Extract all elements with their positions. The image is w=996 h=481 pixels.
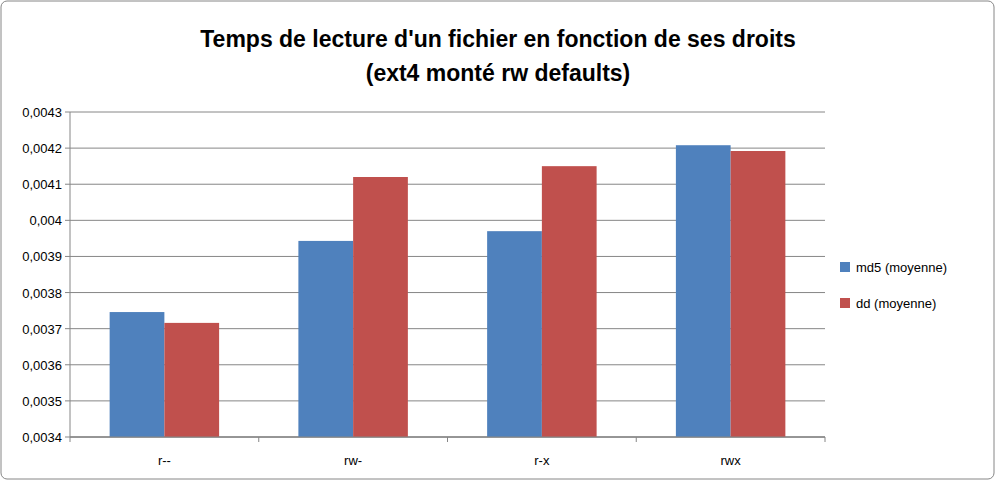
tick-mark [65, 184, 70, 185]
category-tick [258, 437, 259, 442]
tick-label: 0,0035 [22, 394, 62, 409]
category-tick [825, 437, 826, 442]
category-tick [636, 437, 637, 442]
tick-label: 0,0038 [22, 286, 62, 301]
chart: Temps de lecture d'un fichier en fonctio… [0, 0, 996, 481]
chart-frame [1, 1, 994, 479]
legend-swatch [840, 262, 850, 272]
category-tick [447, 437, 448, 442]
tick-mark [65, 292, 70, 293]
tick-label: 0,0041 [22, 177, 62, 192]
bars [110, 145, 786, 437]
bar [731, 151, 786, 437]
bar [542, 166, 597, 437]
bar [298, 241, 353, 437]
tick-mark [65, 364, 70, 365]
x-axis [70, 437, 825, 438]
subtitle: (ext4 monté rw defaults) [366, 60, 631, 86]
bar [487, 231, 542, 437]
category-label: r-x [534, 453, 550, 468]
tick-mark [65, 220, 70, 221]
tick-label: 0,0042 [22, 141, 62, 156]
category-tick [70, 437, 71, 442]
bar [353, 177, 408, 437]
legend-swatch [840, 298, 850, 308]
tick-label: 0,0043 [22, 105, 62, 120]
tick-label: 0,004 [29, 213, 62, 228]
tick-label: 0,0034 [22, 430, 62, 445]
title: Temps de lecture d'un fichier en fonctio… [200, 26, 795, 52]
bar [110, 312, 165, 437]
y-axis [70, 112, 71, 437]
tick-mark [65, 256, 70, 257]
bar [164, 323, 219, 437]
tick-label: 0,0037 [22, 322, 62, 337]
bar [676, 145, 731, 437]
tick-mark [65, 148, 70, 149]
category-label: rwx [721, 453, 742, 468]
tick-label: 0,0036 [22, 358, 62, 373]
tick-mark [65, 328, 70, 329]
legend-label: md5 (moyenne) [856, 260, 947, 275]
tick-mark [65, 112, 70, 113]
category-label: r-- [158, 453, 171, 468]
tick-mark [65, 400, 70, 401]
category-label: rw- [344, 453, 362, 468]
legend-label: dd (moyenne) [856, 296, 936, 311]
grid-line [70, 437, 825, 438]
grid-line [70, 112, 825, 113]
tick-label: 0,0039 [22, 249, 62, 264]
tick-mark [65, 437, 70, 438]
x-axis [70, 437, 825, 438]
